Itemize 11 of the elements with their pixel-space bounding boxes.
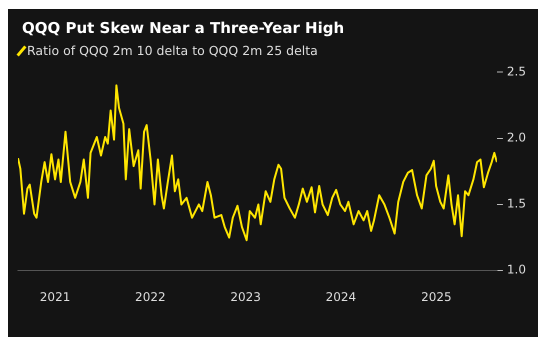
x-tick-label: 2025 [421, 290, 452, 304]
y-tick-label: 1.5 [506, 196, 526, 211]
x-tick-label: 2024 [326, 290, 356, 304]
y-tick-label: 1.0 [506, 262, 526, 277]
y-tick-label: 2.0 [506, 130, 526, 144]
chart-title: QQQ Put Skew Near a Three-Year High [22, 19, 344, 37]
x-tick-label: 2021 [40, 290, 70, 304]
legend-label: Ratio of QQQ 2m 10 delta to QQQ 2m 25 delta [27, 43, 318, 58]
x-tick-label: 2022 [135, 290, 166, 304]
y-tick-label: 2.5 [506, 64, 526, 78]
x-tick-label: 2023 [230, 290, 261, 304]
